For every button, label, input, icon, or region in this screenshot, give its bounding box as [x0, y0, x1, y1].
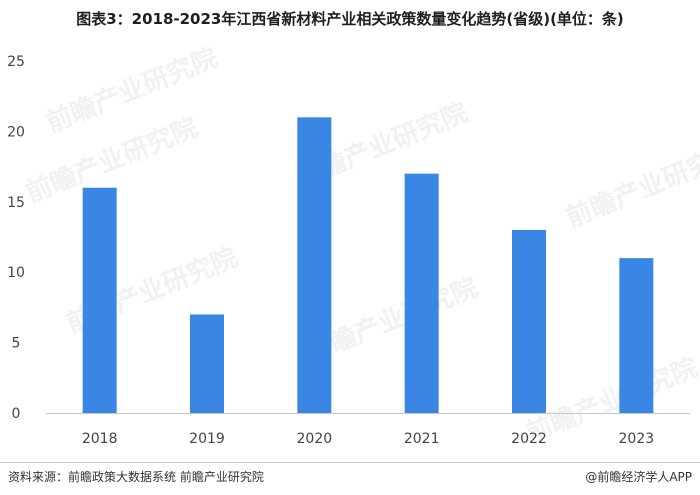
bar-2021: [404, 173, 439, 413]
y-tick-label: 10: [7, 265, 25, 281]
bar-2022: [512, 229, 546, 413]
y-tick-label: 5: [12, 336, 21, 352]
x-tick-label: 2018: [82, 431, 118, 447]
x-tick-label: 2020: [297, 431, 333, 447]
y-tick-label: 20: [7, 124, 25, 140]
x-tick-label: 2019: [189, 431, 225, 447]
bar-chart: 0 5 10 15 20 25 2018 2019 2020 2021 2022 2023: [7, 54, 690, 447]
bar-2018: [82, 187, 117, 413]
footer-divider: [0, 462, 700, 463]
footer: 资料来源：前瞻政策大数据系统 前瞻产业研究院 @前瞻经济学人APP: [0, 467, 700, 485]
y-tick-label: 0: [12, 406, 21, 422]
brand-text: @前瞻经济学人APP: [585, 470, 692, 484]
bar-2019: [190, 314, 224, 413]
bar-2023: [619, 258, 654, 413]
x-tick-label: 2021: [404, 431, 440, 447]
x-tick-label: 2023: [619, 431, 655, 447]
bar-2020: [297, 117, 332, 413]
chart-title: 图表3：2018-2023年江西省新材料产业相关政策数量变化趋势(省级)(单位：…: [76, 10, 624, 28]
y-tick-label: 15: [7, 195, 25, 211]
y-tick-label: 25: [7, 54, 25, 70]
x-tick-label: 2022: [511, 431, 547, 447]
source-text: 资料来源：前瞻政策大数据系统 前瞻产业研究院: [8, 470, 264, 484]
